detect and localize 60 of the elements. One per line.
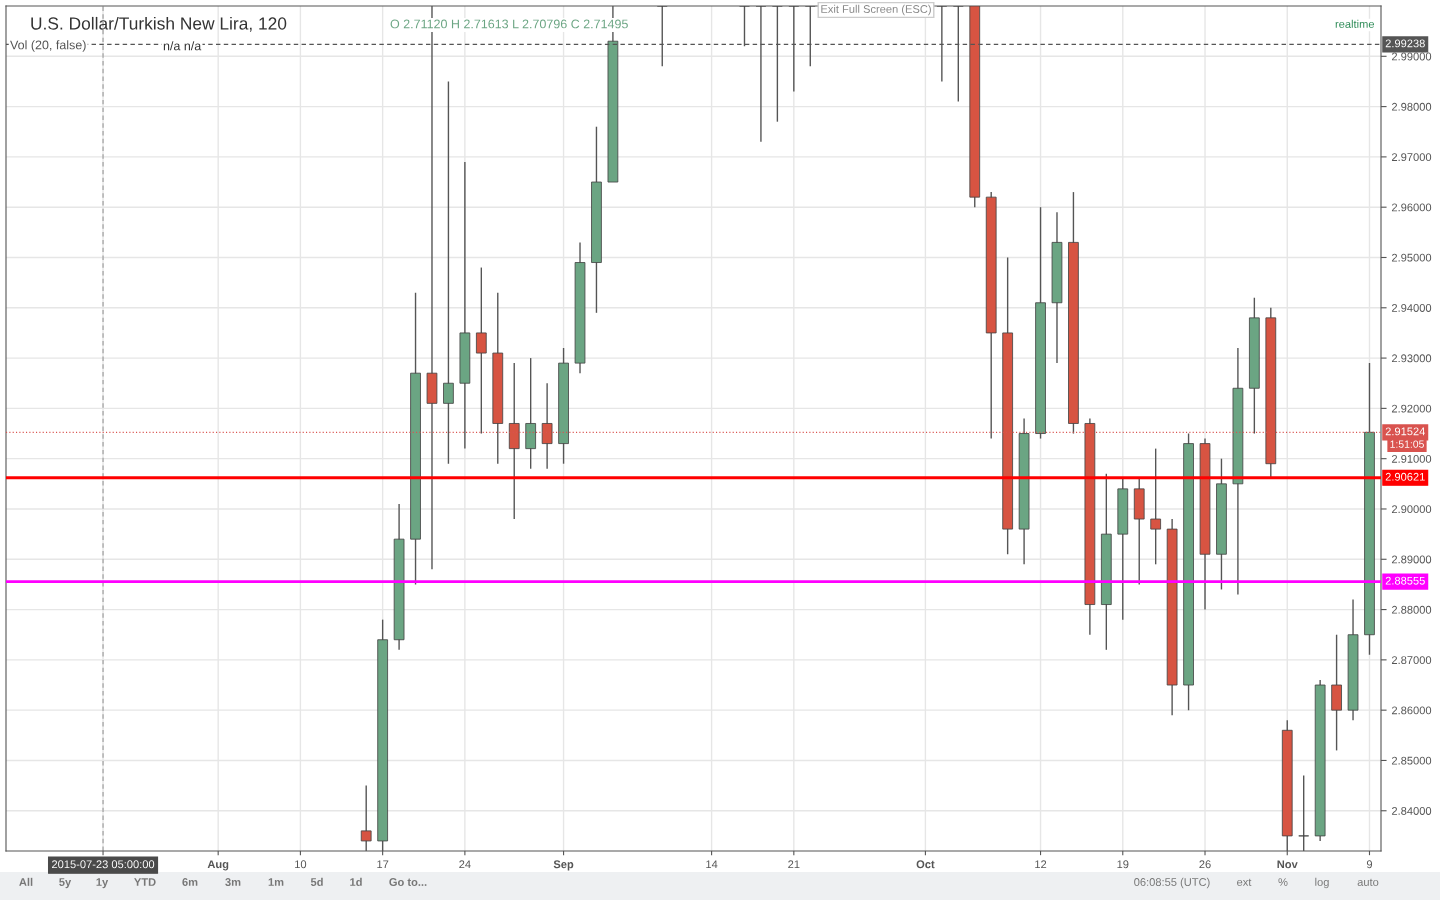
x-tick-label: Oct [916, 860, 935, 869]
y-tick-label: 2.94000 [1391, 304, 1432, 312]
x-tick-label: 2015-07-23 05:00:00 [52, 860, 155, 869]
y-tick-label: 2.95000 [1391, 253, 1432, 262]
text: 6m [182, 878, 198, 886]
x-tick-label: 10 [295, 860, 307, 869]
y-tick-label: 2.87000 [1391, 656, 1432, 664]
y-tick-label: 2.84000 [1391, 807, 1432, 815]
y-tick-label: 2.98000 [1391, 102, 1432, 111]
ref-line-label: 2.99238 [1385, 39, 1425, 48]
y-tick-label: 2.99000 [1391, 52, 1432, 61]
candlestick [443, 80, 454, 465]
text: YTD [134, 878, 156, 886]
candlestick [541, 382, 553, 470]
text: 1:51:05 [1390, 440, 1424, 448]
x-tick-label: Sep [553, 860, 574, 871]
text: 5y [59, 878, 72, 889]
y-tick-label: 2.93000 [1391, 354, 1432, 363]
x-tick-label: 12 [1035, 860, 1047, 869]
text: auto [1357, 878, 1379, 886]
y-tick-label: 2.89000 [1391, 555, 1432, 564]
annotation: O 2.71120 H 2.71613 L 2.70796 C 2.71495 [390, 19, 628, 29]
text: 5d [310, 877, 323, 886]
y-tick-label: 2.85000 [1391, 756, 1432, 765]
annotation: Exit Full Screen (ESC) [821, 4, 931, 16]
y-tick-label: 2.91000 [1391, 454, 1432, 463]
text: All [19, 877, 33, 886]
x-tick-label: 21 [788, 860, 800, 869]
text: ext [1237, 878, 1252, 886]
annotation: Vol (20, false) [10, 40, 86, 52]
y-tick-label: 2.97000 [1391, 153, 1432, 162]
y-tick-label: 2.90000 [1391, 505, 1432, 514]
annotation: n/a n/a [163, 41, 202, 51]
y-tick-label: 2.92000 [1391, 404, 1432, 413]
x-tick-label: Nov [1277, 860, 1298, 869]
text: 3m [225, 878, 241, 886]
ref-line-label: 2.90621 [1385, 472, 1425, 481]
candlestick [1150, 447, 1162, 565]
text: 1d [350, 877, 362, 886]
annotation: realtime [1335, 19, 1375, 28]
candlestick [475, 266, 487, 435]
text: Go to... [389, 878, 427, 886]
text: 1m [268, 878, 284, 886]
ref-line-label: 2.88555 [1385, 576, 1425, 585]
ref-line-label: 2.91524 [1385, 427, 1426, 436]
x-tick-label: 9 [1366, 860, 1373, 869]
text: U.S. Dollar/Turkish New Lira, 120 [31, 16, 287, 32]
y-tick-label: 2.96000 [1391, 203, 1432, 212]
text: % [1278, 878, 1288, 886]
x-tick-label: 26 [1199, 860, 1211, 869]
x-tick-label: 17 [377, 860, 389, 869]
text: 1y [96, 878, 109, 889]
text: log [1315, 877, 1329, 889]
x-tick-label: 14 [706, 860, 718, 869]
text: 06:08:55 (UTC) [1134, 877, 1210, 889]
y-tick-label: 2.86000 [1391, 706, 1432, 715]
y-tick-label: 2.88000 [1391, 605, 1432, 614]
x-tick-label: 19 [1117, 860, 1129, 869]
x-tick-label: 24 [459, 860, 471, 869]
x-tick-label: Aug [207, 860, 229, 871]
